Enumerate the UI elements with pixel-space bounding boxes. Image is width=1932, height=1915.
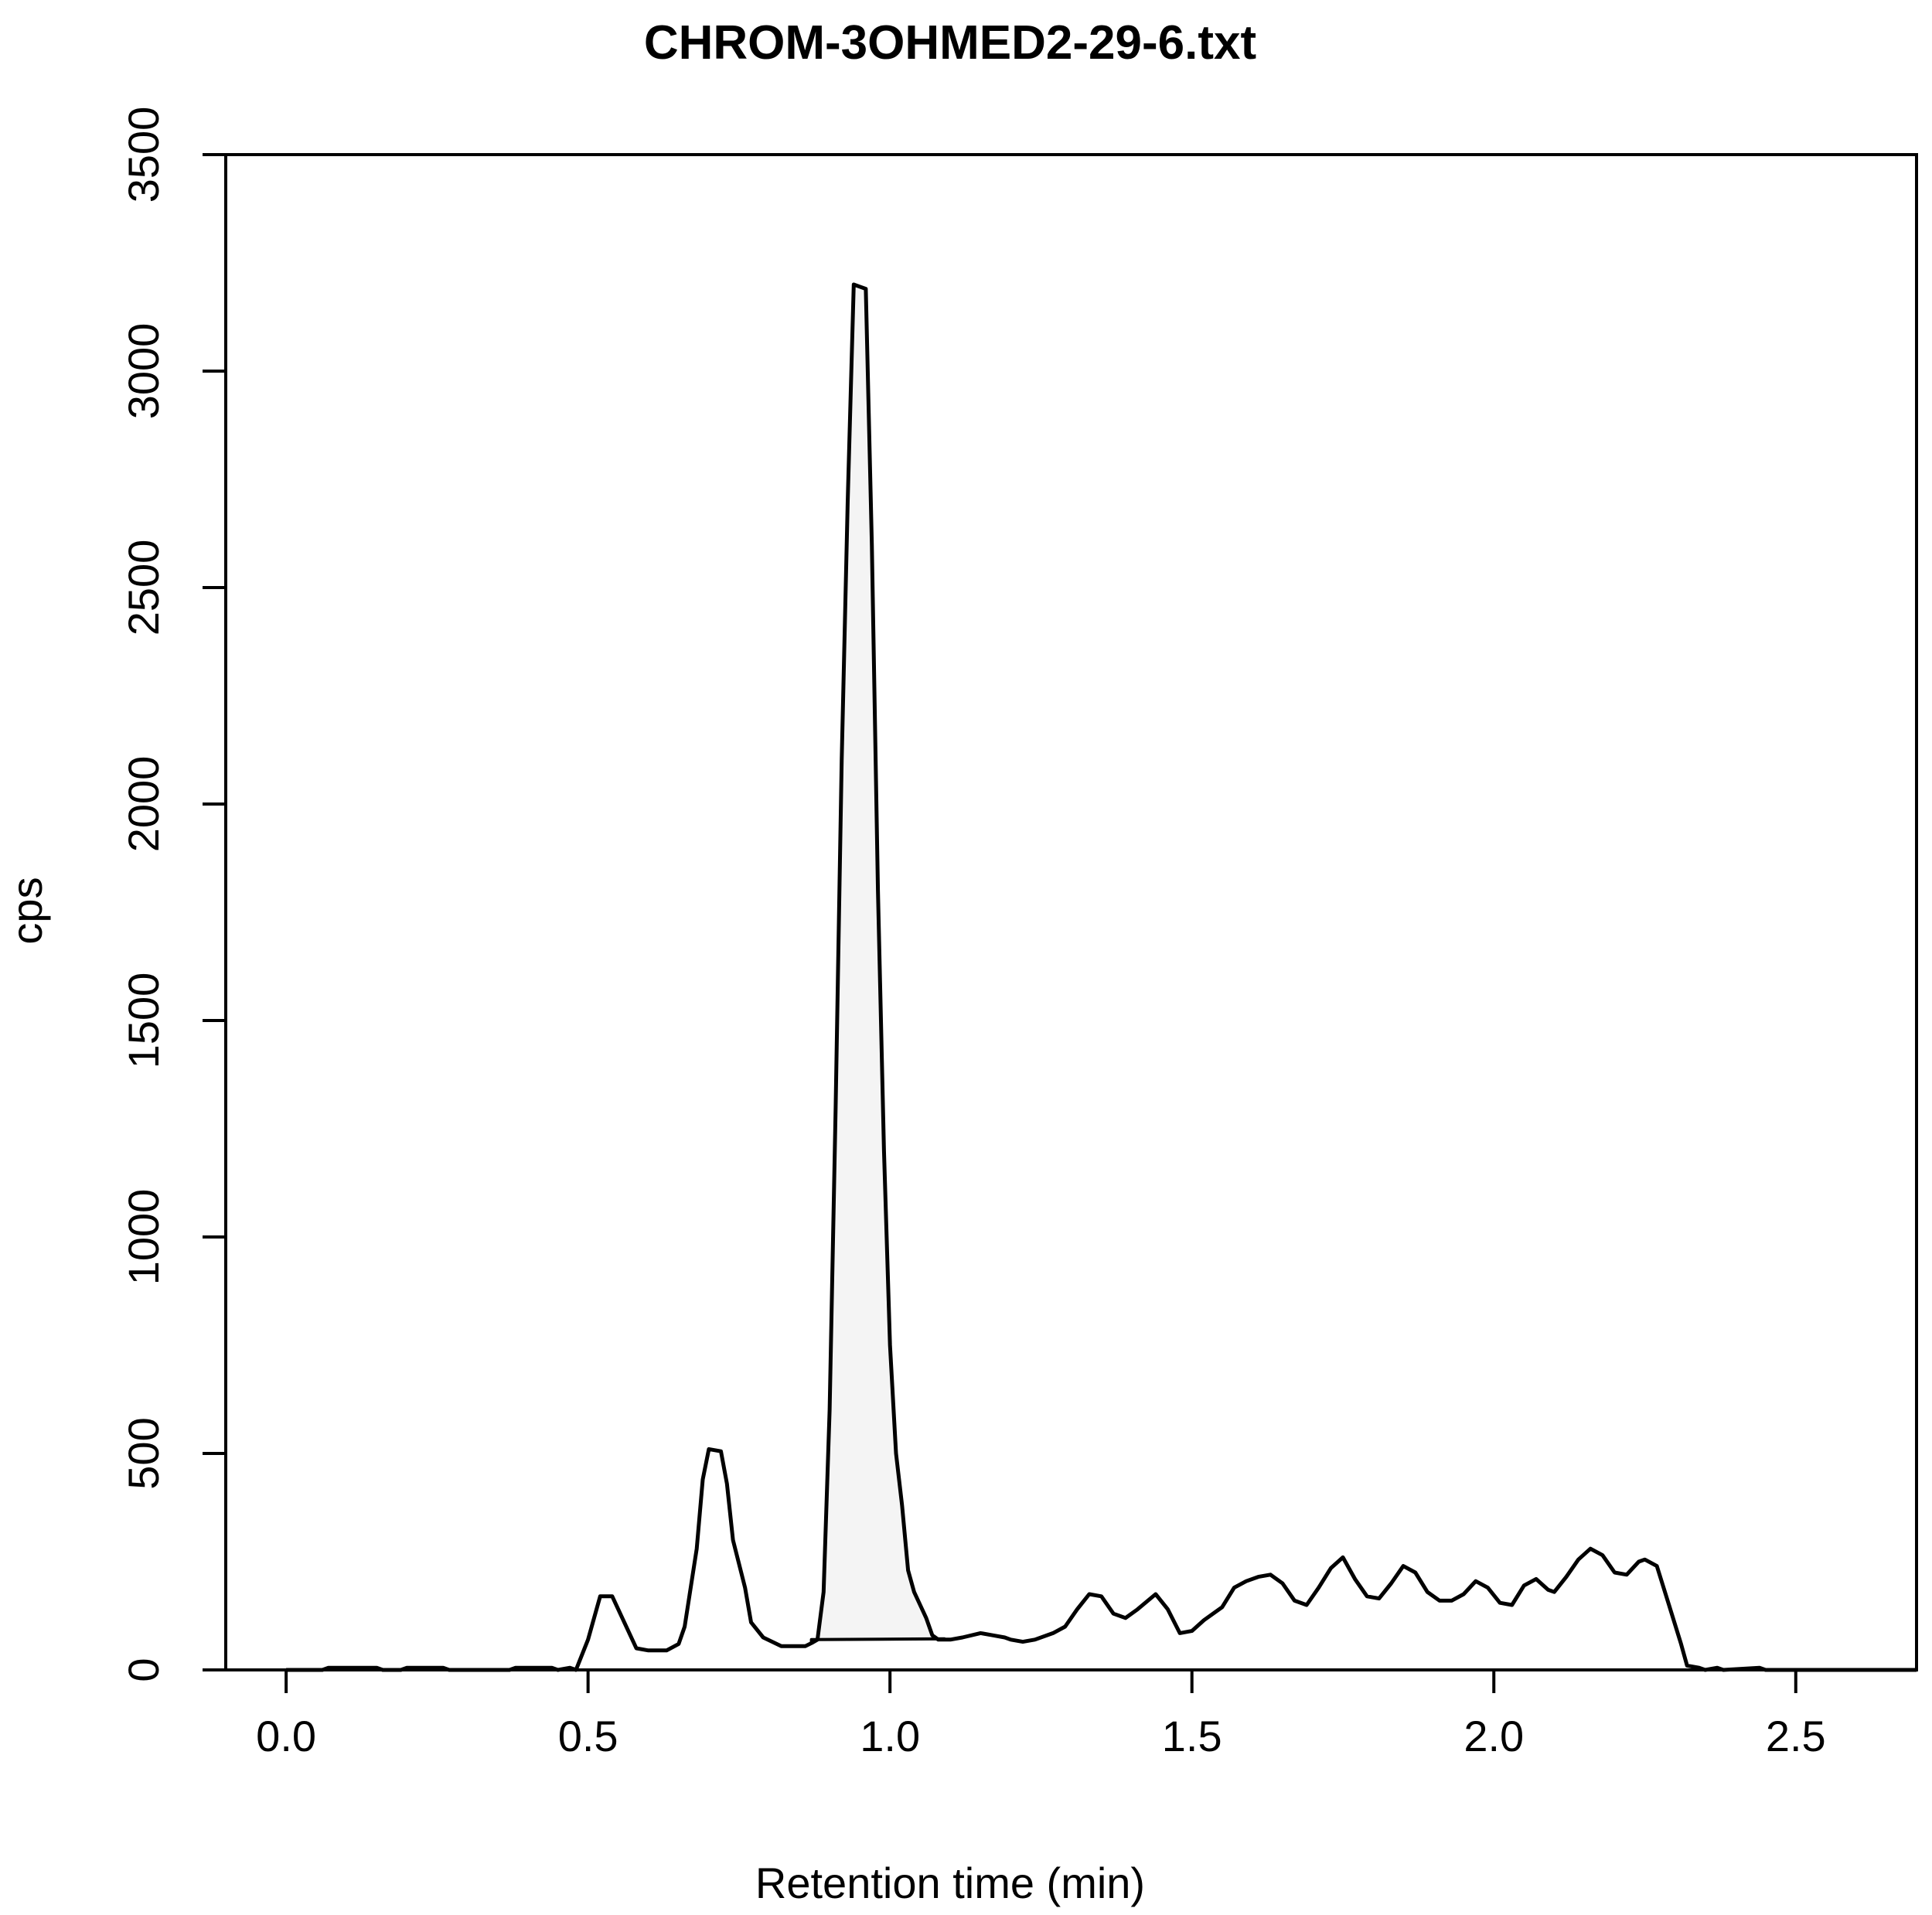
y-tick-label: 0 bbox=[119, 1658, 168, 1682]
x-tick-label: 1.5 bbox=[1162, 1712, 1222, 1760]
x-axis-ticks: 0.0 0.5 1.0 1.5 2.0 2.5 bbox=[256, 1670, 1826, 1760]
x-tick-label: 2.0 bbox=[1463, 1712, 1524, 1760]
x-tick-label: 1.0 bbox=[860, 1712, 920, 1760]
y-tick-label: 1000 bbox=[119, 1189, 168, 1286]
y-tick-label: 2000 bbox=[119, 756, 168, 853]
x-tick-label: 0.0 bbox=[256, 1712, 316, 1760]
chart-title: CHROM-3OHMED2-29-6.txt bbox=[644, 16, 1256, 70]
y-axis-label: cps bbox=[2, 877, 51, 944]
x-tick-label: 2.5 bbox=[1766, 1712, 1826, 1760]
x-tick-label: 0.5 bbox=[558, 1712, 618, 1760]
x-axis-label: Retention time (min) bbox=[755, 1859, 1145, 1907]
y-tick-label: 500 bbox=[119, 1417, 168, 1489]
y-tick-label: 1500 bbox=[119, 973, 168, 1069]
plot-frame bbox=[224, 153, 1918, 1671]
y-tick-label: 3000 bbox=[119, 323, 168, 420]
chromatogram-trace bbox=[286, 282, 1917, 1672]
y-axis-ticks: 0 500 1000 1500 2000 2500 3000 3500 bbox=[119, 107, 226, 1682]
y-tick-label: 2500 bbox=[119, 540, 168, 636]
y-tick-label: 3500 bbox=[119, 107, 168, 203]
